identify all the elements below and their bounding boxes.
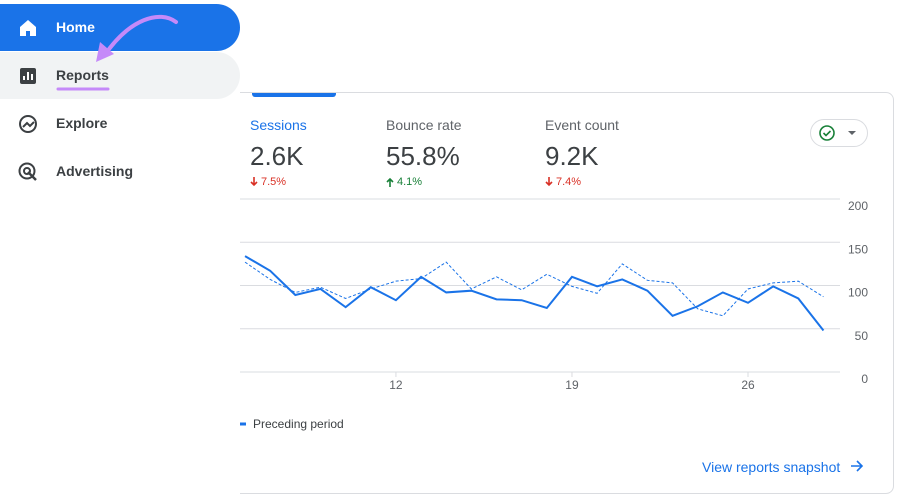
nav-home[interactable]: Home <box>0 4 240 51</box>
metric-change: 7.4% <box>545 176 619 188</box>
link-text: View reports snapshot <box>702 459 841 475</box>
nav-advertising[interactable]: Advertising <box>0 148 240 195</box>
change-text: 7.5% <box>261 176 287 188</box>
compare-icon <box>819 125 856 141</box>
nav-label: Home <box>56 19 95 35</box>
line-series <box>244 261 824 317</box>
metric-value: 55.8% <box>386 141 460 171</box>
metric-change: 4.1% <box>386 176 462 188</box>
change-text: 7.4% <box>556 176 582 188</box>
y-tick-label: 100 <box>848 286 868 300</box>
nav-label: Advertising <box>56 163 134 179</box>
metric-value: 9.2K <box>545 141 599 171</box>
explore-icon <box>19 115 37 133</box>
advertising-icon <box>18 162 37 181</box>
sidebar: Home Reports Explore Advertising <box>0 0 240 504</box>
line-series <box>244 255 825 332</box>
change-arrow <box>545 177 553 187</box>
change-arrow <box>250 177 258 187</box>
change-text: 4.1% <box>397 176 423 188</box>
link-arrow <box>851 460 864 472</box>
metric: Bounce rate 55.8% 4.1% <box>386 117 462 188</box>
y-tick-label: 0 <box>861 372 868 386</box>
tab-indicator <box>252 93 336 97</box>
nav-label: Reports <box>56 67 109 83</box>
snapshot-link[interactable]: View reports snapshot <box>702 459 864 475</box>
y-tick-label: 50 <box>855 329 869 343</box>
metric-label: Sessions <box>250 117 307 133</box>
metric-label: Event count <box>545 117 619 133</box>
home-icon <box>20 20 36 36</box>
y-tick-label: 200 <box>848 199 868 213</box>
y-tick-label: 150 <box>848 242 868 256</box>
x-tick-label: 19 <box>565 378 579 392</box>
compare-button[interactable] <box>810 119 868 147</box>
nav-reports[interactable]: Reports <box>0 52 240 99</box>
change-arrow <box>386 177 394 187</box>
nav-label: Explore <box>56 115 108 131</box>
x-tick-label: 26 <box>741 378 755 392</box>
metric: Event count 9.2K 7.4% <box>545 117 619 188</box>
metric-label: Bounce rate <box>386 117 462 133</box>
legend-label: Preceding period <box>253 417 344 431</box>
x-tick-label: 12 <box>389 378 403 392</box>
nav-explore[interactable]: Explore <box>0 100 240 147</box>
metric-value: 2.6K <box>250 141 304 171</box>
annotation <box>56 14 178 91</box>
metric-change: 7.5% <box>250 176 307 188</box>
metric: Sessions 2.6K 7.5% <box>250 117 307 188</box>
reports-icon <box>20 68 36 84</box>
